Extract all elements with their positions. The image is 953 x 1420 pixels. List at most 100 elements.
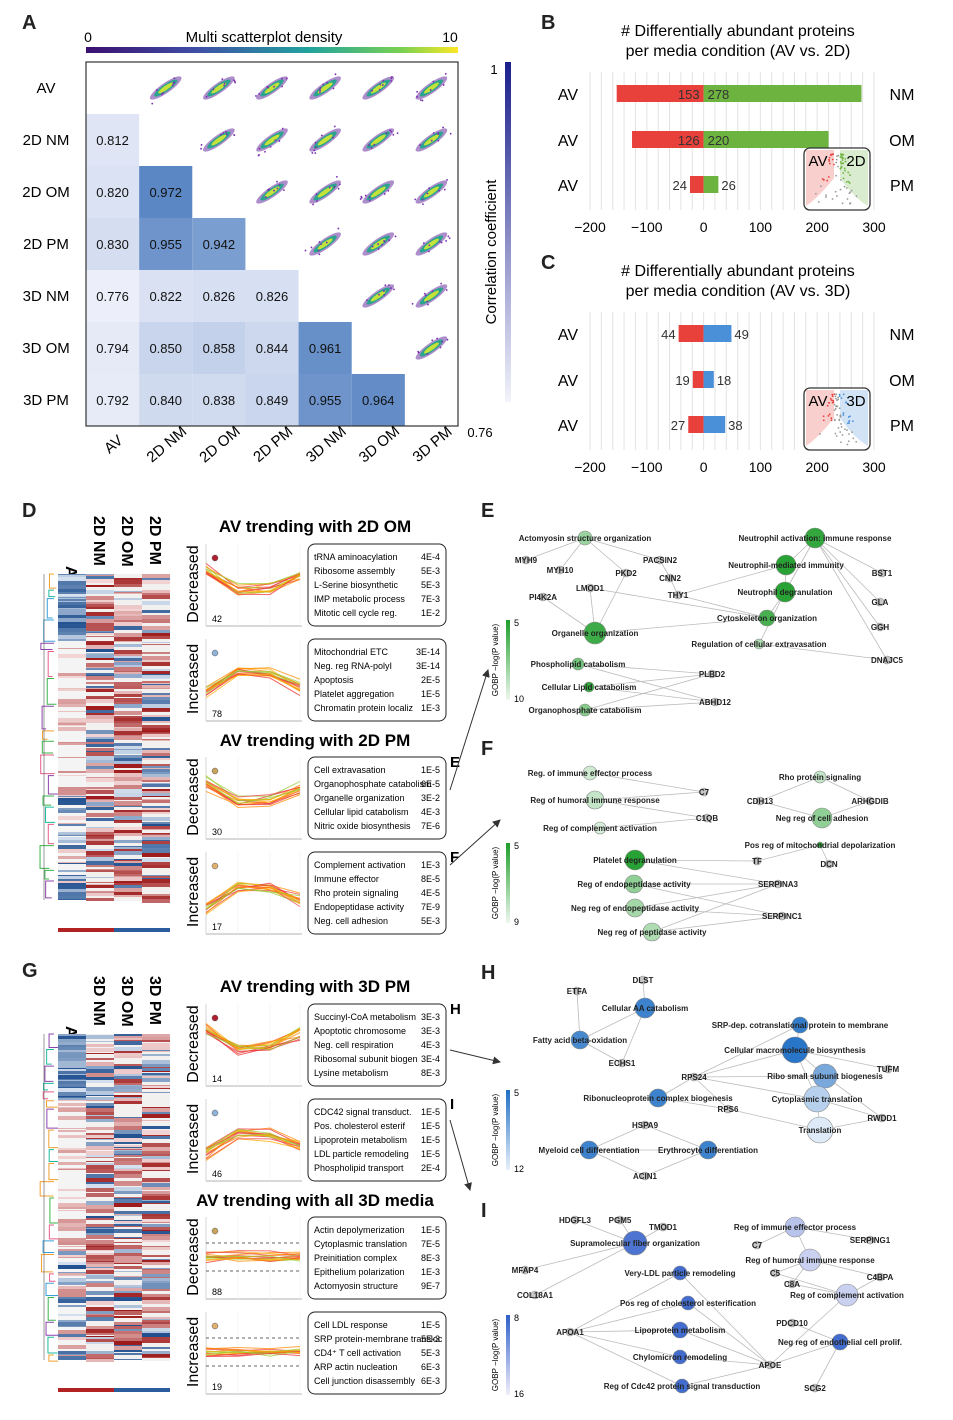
density-colorbar <box>86 47 458 53</box>
network-node-label: PLBD2 <box>699 670 726 679</box>
network-node <box>615 1215 625 1225</box>
heatmap-row <box>58 731 86 734</box>
heatmap-row <box>86 1080 114 1083</box>
heatmap-row <box>142 730 170 732</box>
network-edge <box>759 776 821 802</box>
heatmap-row <box>114 1079 142 1083</box>
heatmap-row <box>142 1319 170 1320</box>
b-title-1: # Differentially abundant proteins <box>621 23 855 40</box>
heatmap-row <box>114 1061 142 1064</box>
network-node <box>583 681 595 693</box>
heatmap-row <box>58 843 86 845</box>
heatmap-row <box>114 870 142 871</box>
heatmap-row <box>114 1283 142 1285</box>
heatmap-row <box>86 898 114 901</box>
heatmap-row <box>142 780 170 782</box>
heatmap-row <box>142 1322 170 1324</box>
dendro-branch <box>40 642 54 650</box>
heatmap-row <box>114 777 142 781</box>
matrix-value: 0.776 <box>96 289 129 304</box>
scale-red <box>58 928 114 932</box>
heatmap-row <box>86 1188 114 1192</box>
heatmap-row <box>114 1269 142 1271</box>
heatmap-row <box>58 1047 86 1050</box>
heatmap-row <box>58 1034 86 1036</box>
heatmap-row <box>58 704 86 706</box>
heatmap-row <box>142 1331 170 1333</box>
go-term: Immune effector <box>314 874 379 884</box>
panel-a-correlation-matrix: Multi scatterplot density 0 10 1 0.76 Co… <box>22 29 511 466</box>
heatmap-row <box>114 647 142 650</box>
matrix-cell <box>139 166 193 218</box>
heatmap-row <box>142 844 170 848</box>
scatter-point <box>368 144 370 147</box>
heatmap-row <box>142 649 170 651</box>
scatter-core <box>211 134 227 146</box>
heatmap-row <box>86 1108 114 1112</box>
network-node-label: Reg of complement activation <box>543 824 657 833</box>
go-term-pvalue: 1E-5 <box>421 1107 440 1117</box>
heatmap-row <box>142 1072 170 1073</box>
heatmap-row <box>142 1073 170 1075</box>
network-edge <box>727 1108 821 1131</box>
density-scatter <box>362 284 395 308</box>
bar-left <box>678 325 704 342</box>
heatmap-row <box>86 1233 114 1235</box>
heatmap-row <box>86 827 114 828</box>
heatmap-row <box>86 857 114 861</box>
network-edge <box>594 799 708 819</box>
heatmap-row <box>86 1058 114 1060</box>
inset-point <box>844 169 846 172</box>
heatmap-row <box>86 1163 114 1165</box>
heatmap-row <box>114 1168 142 1169</box>
heatmap-row <box>142 605 170 609</box>
heatmap-row <box>58 1269 86 1272</box>
heatmap-row <box>86 1161 114 1162</box>
scatter-point <box>383 193 386 195</box>
dendro-branch <box>46 678 57 705</box>
heatmap-row <box>142 643 170 644</box>
heatmap-row <box>58 601 86 602</box>
heatmap-row <box>114 589 142 591</box>
network-node-label: Cellular macromolecule biosynthesis <box>724 1046 866 1055</box>
heatmap-row <box>58 856 86 859</box>
network-node <box>530 1290 540 1300</box>
scatter-point <box>316 200 318 202</box>
network-node-label: Very-LDL particle remodeling <box>625 1269 736 1278</box>
network-node <box>865 1235 875 1245</box>
dendro-branch <box>43 619 56 642</box>
heatmap-row <box>58 775 86 776</box>
heatmap-row <box>142 1313 170 1316</box>
heatmap-row <box>58 1223 86 1227</box>
scatter-point <box>320 134 323 137</box>
heatmap-row <box>114 810 142 812</box>
scatter-point <box>437 139 440 142</box>
go-term-pvalue: 7E-3 <box>421 594 440 604</box>
heatmap-row <box>86 1246 114 1247</box>
heatmap-row <box>58 678 86 680</box>
scatter-point <box>333 186 336 188</box>
heatmap-row <box>142 803 170 806</box>
heatmap-row <box>142 883 170 887</box>
heatmap-row <box>58 1087 86 1088</box>
heatmap-row <box>114 1171 142 1174</box>
scatter-point <box>155 89 158 91</box>
heatmap-row <box>58 1200 86 1203</box>
heatmap-row <box>58 1148 86 1150</box>
go-term: Pos. cholesterol esterif <box>314 1121 406 1131</box>
inset-point <box>835 397 837 400</box>
dendro-branch <box>46 1049 54 1065</box>
inset-point <box>845 187 848 189</box>
heatmap-row <box>114 1256 142 1260</box>
network-node-label: PACSIN2 <box>643 556 678 565</box>
heatmap-row <box>142 887 170 889</box>
heatmap-row <box>58 1124 86 1128</box>
network-node-label: Cellular Lipid catabolism <box>542 683 637 692</box>
heatmap-row <box>142 875 170 876</box>
heatmap-row <box>114 704 142 708</box>
heatmap-row <box>58 1168 86 1169</box>
trend-line <box>205 1029 301 1056</box>
heatmap-row <box>58 1156 86 1159</box>
heatmap-row <box>142 848 170 850</box>
